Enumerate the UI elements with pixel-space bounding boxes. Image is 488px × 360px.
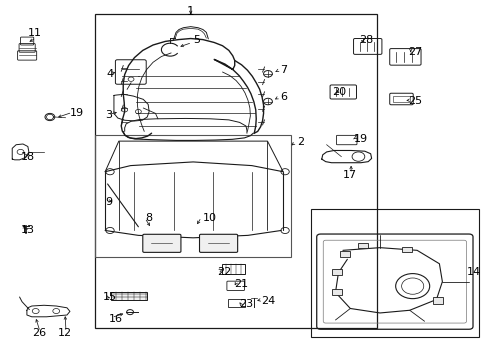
Text: 27: 27: [407, 47, 422, 57]
Text: 5: 5: [193, 35, 200, 45]
Text: 18: 18: [20, 152, 35, 162]
Text: 26: 26: [32, 328, 46, 338]
Bar: [227, 299, 244, 307]
Bar: [357, 243, 367, 248]
Text: 22: 22: [217, 267, 231, 277]
Bar: [221, 264, 244, 274]
Bar: [331, 289, 342, 295]
Text: 21: 21: [233, 279, 247, 289]
Text: 19: 19: [70, 108, 84, 118]
Text: 14: 14: [466, 267, 480, 277]
Text: 24: 24: [260, 296, 274, 306]
Text: 8: 8: [145, 213, 153, 223]
Text: 17: 17: [342, 170, 356, 180]
Bar: [339, 251, 349, 257]
Text: 23: 23: [238, 299, 252, 309]
Text: 10: 10: [203, 213, 217, 223]
Bar: [331, 269, 342, 275]
Bar: [95, 14, 376, 328]
Text: 25: 25: [407, 96, 422, 106]
Text: 12: 12: [58, 328, 72, 338]
Text: 1: 1: [186, 5, 194, 18]
Text: 19: 19: [353, 134, 367, 144]
Bar: [95, 135, 290, 257]
Text: 20: 20: [332, 87, 346, 97]
FancyBboxPatch shape: [199, 234, 237, 252]
Text: 4: 4: [106, 69, 114, 79]
Text: 28: 28: [359, 35, 373, 45]
Text: 2: 2: [296, 137, 304, 147]
Text: 7: 7: [280, 65, 287, 75]
Text: 13: 13: [20, 225, 35, 235]
Text: 6: 6: [280, 92, 286, 102]
Bar: [310, 209, 478, 337]
Text: 9: 9: [105, 197, 112, 207]
FancyBboxPatch shape: [142, 234, 181, 252]
Bar: [402, 247, 411, 252]
Text: 11: 11: [28, 28, 42, 38]
Text: 15: 15: [103, 292, 117, 302]
Text: 3: 3: [105, 110, 112, 120]
Bar: [392, 96, 409, 102]
Bar: [111, 292, 146, 300]
Bar: [432, 297, 442, 304]
Text: 16: 16: [108, 314, 122, 324]
